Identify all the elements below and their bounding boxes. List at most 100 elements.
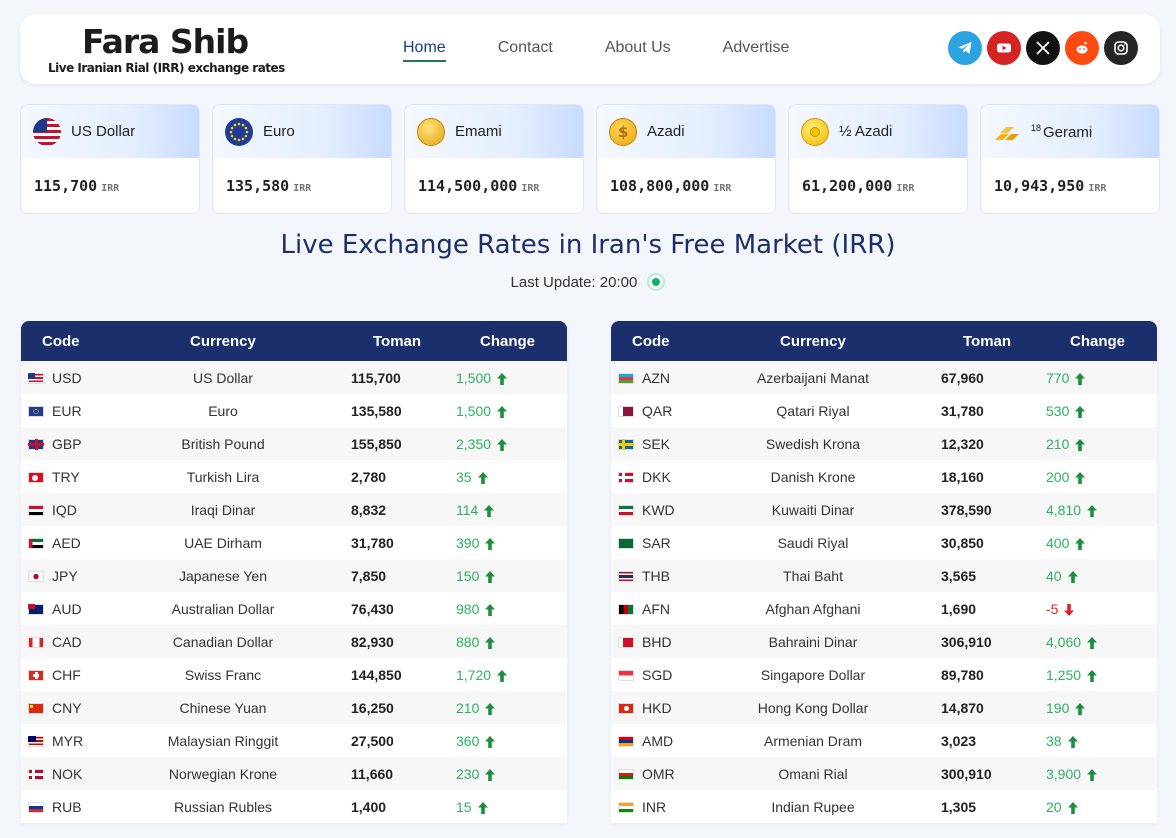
currency-code: USD (52, 370, 82, 386)
table-row[interactable]: SAR Saudi Riyal 30,850 400 (611, 526, 1157, 559)
rate-cards: US Dollar 115,700 IRR Euro 135,580 IRR Ema… (20, 104, 1160, 214)
table-row[interactable]: IQD Iraqi Dinar 8,832 114 (21, 493, 567, 526)
live-indicator-icon (647, 273, 666, 291)
table-row[interactable]: AZN Azerbaijani Manat 67,960 770 (611, 361, 1157, 394)
table-row[interactable]: TRY Turkish Lira 2,780 35 (21, 460, 567, 493)
currency-code: JPY (52, 568, 78, 584)
table-row[interactable]: SEK Swedish Krona 12,320 210 (611, 427, 1157, 460)
table-row[interactable]: GBP British Pound 155,850 2,350 (21, 427, 567, 460)
th-flag-icon (618, 571, 634, 582)
gold-coin-icon (417, 117, 445, 146)
change-amount: 3,900 (1046, 766, 1082, 782)
table-row[interactable]: CNY Chinese Yuan 16,250 210 (21, 691, 567, 724)
logo-title[interactable]: Fara Shib (82, 22, 249, 61)
reddit-icon[interactable] (1065, 31, 1099, 65)
currency-code: GBP (52, 436, 82, 452)
currency-name: Russian Rubles (173, 799, 273, 815)
table-row[interactable]: SGD Singapore Dollar 89,780 1,250 (611, 658, 1157, 691)
change-value: 3,900 (1046, 766, 1098, 782)
card-unit: IRR (101, 183, 120, 194)
card-gerami[interactable]: 18 Gerami 10,943,950 IRR (980, 104, 1160, 214)
table-row[interactable]: HKD Hong Kong Dollar 14,870 190 (611, 691, 1157, 724)
social-links (948, 31, 1143, 65)
change-amount: 880 (456, 634, 480, 650)
card-emami[interactable]: Emami 114,500,000 IRR (404, 104, 584, 214)
nav-about-us[interactable]: About Us (604, 39, 671, 56)
currency-code: BHD (642, 634, 672, 650)
eu-flag-icon (28, 406, 44, 417)
change-amount: 38 (1046, 733, 1062, 749)
change-value: 2,350 (456, 436, 508, 452)
change-amount: 114 (456, 502, 479, 518)
arrow-up-icon (1069, 436, 1086, 452)
change-amount: 190 (1046, 700, 1070, 716)
currency-name: Danish Krone (770, 469, 856, 485)
nav-contact[interactable]: Contact (497, 39, 553, 56)
table-row[interactable]: MYR Malaysian Ringgit 27,500 360 (21, 724, 567, 757)
table-row[interactable]: EUR Euro 135,580 1,500 (21, 394, 567, 427)
sa-flag-icon (618, 538, 634, 549)
card-azadi[interactable]: $ Azadi 108,800,000 IRR (596, 104, 776, 214)
nav-home[interactable]: Home (403, 39, 446, 62)
arrow-up-icon (1069, 403, 1086, 419)
currency-code: AZN (642, 370, 670, 386)
arrow-up-icon (1062, 799, 1078, 815)
currency-name: Turkish Lira (186, 469, 260, 485)
site-header: Fara Shib Live Iranian Rial (IRR) exchan… (20, 14, 1160, 84)
arrow-up-icon (1062, 568, 1078, 584)
currency-name: Hong Kong Dollar (757, 700, 869, 716)
toman-value: 30,850 (941, 535, 984, 551)
table-row[interactable]: THB Thai Baht 3,565 40 (611, 559, 1157, 592)
arrow-up-icon (491, 370, 508, 386)
currency-code: AFN (642, 601, 670, 617)
rates-table-left: Code Currency Toman Change USD US Dollar 1… (21, 321, 567, 823)
change-value: 38 (1046, 733, 1078, 749)
arrow-up-icon (1081, 766, 1098, 782)
table-row[interactable]: AUD Australian Dollar 76,430 980 (21, 592, 567, 625)
table-row[interactable]: CHF Swiss Franc 144,850 1,720 (21, 658, 567, 691)
card-name: Azadi (647, 123, 685, 140)
card-half-azadi[interactable]: ½ Azadi 61,200,000 IRR (788, 104, 968, 214)
table-row[interactable]: AED UAE Dirham 31,780 390 (21, 526, 567, 559)
card-name: Euro (263, 123, 295, 140)
om-flag-icon (618, 769, 634, 780)
change-amount: 1,250 (1046, 667, 1082, 683)
change-value: 360 (456, 733, 496, 749)
telegram-icon[interactable] (948, 31, 982, 65)
table-row[interactable]: JPY Japanese Yen 7,850 150 (21, 559, 567, 592)
card-value: 108,800,000 (610, 177, 710, 195)
table-row[interactable]: KWD Kuwaiti Dinar 378,590 4,810 (611, 493, 1157, 526)
table-row[interactable]: USD US Dollar 115,700 1,500 (21, 361, 567, 394)
currency-name: Omani Rial (778, 766, 848, 782)
table-row[interactable]: AMD Armenian Dram 3,023 38 (611, 724, 1157, 757)
currency-code: TRY (52, 469, 80, 485)
table-row[interactable]: QAR Qatari Riyal 31,780 530 (611, 394, 1157, 427)
table-row[interactable]: INR Indian Rupee 1,305 20 (611, 790, 1157, 823)
kw-flag-icon (618, 505, 634, 516)
change-amount: 20 (1046, 799, 1062, 815)
table-row[interactable]: NOK Norwegian Krone 11,660 230 (21, 757, 567, 790)
card-euro[interactable]: Euro 135,580 IRR (212, 104, 392, 214)
au-flag-icon (28, 604, 44, 615)
table-header: Code Currency Toman Change (611, 321, 1157, 361)
half-coin-icon (801, 117, 829, 146)
nav-advertise[interactable]: Advertise (722, 39, 790, 56)
table-row[interactable]: CAD Canadian Dollar 82,930 880 (21, 625, 567, 658)
ca-flag-icon (28, 637, 44, 648)
instagram-icon[interactable] (1104, 31, 1138, 65)
currency-code: IQD (52, 502, 77, 518)
card-us-dollar[interactable]: US Dollar 115,700 IRR (20, 104, 200, 214)
table-row[interactable]: RUB Russian Rubles 1,400 15 (21, 790, 567, 823)
table-row[interactable]: OMR Omani Rial 300,910 3,900 (611, 757, 1157, 790)
table-row[interactable]: BHD Bahraini Dinar 306,910 4,060 (611, 625, 1157, 658)
x-icon[interactable] (1026, 31, 1060, 65)
card-header: ½ Azadi (789, 105, 967, 158)
currency-code: NOK (52, 766, 83, 782)
youtube-icon[interactable] (987, 31, 1021, 65)
dollar-coin-icon: $ (609, 117, 637, 146)
toman-value: 1,305 (941, 799, 977, 815)
page-title: Live Exchange Rates in Iran's Free Marke… (280, 230, 896, 260)
table-row[interactable]: DKK Danish Krone 18,160 200 (611, 460, 1157, 493)
table-row[interactable]: AFN Afghan Afghani 1,690 -5 (611, 592, 1157, 625)
currency-code: THB (642, 568, 670, 584)
